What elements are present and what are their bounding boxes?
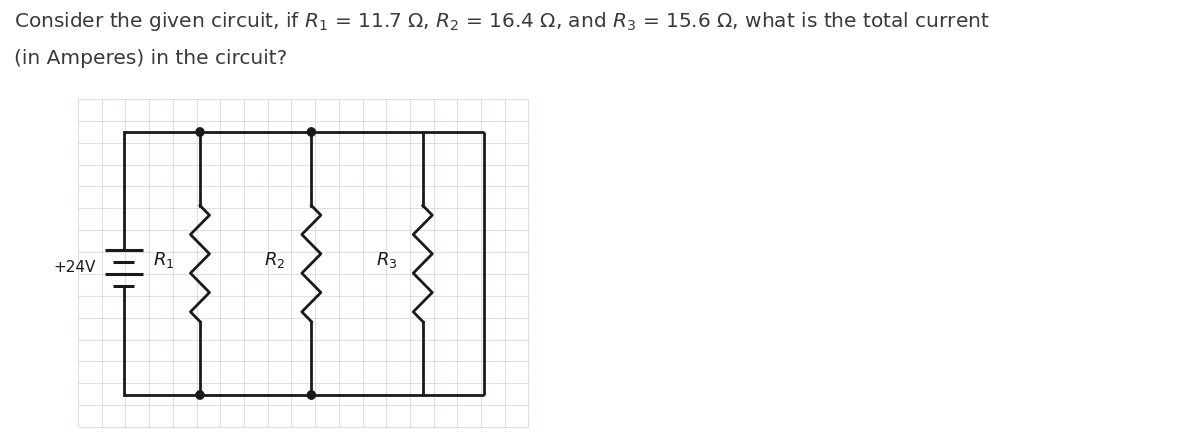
Text: $R_1$: $R_1$ (152, 250, 174, 271)
Text: Consider the given circuit, if $R_1$ = 11.7 $\Omega$, $R_2$ = 16.4 $\Omega$, and: Consider the given circuit, if $R_1$ = 1… (14, 10, 990, 33)
Circle shape (196, 128, 204, 136)
Text: (in Amperes) in the circuit?: (in Amperes) in the circuit? (14, 49, 288, 68)
Text: $R_3$: $R_3$ (376, 250, 397, 271)
Circle shape (307, 391, 316, 399)
Circle shape (307, 128, 316, 136)
Text: +24V: +24V (53, 260, 96, 275)
Text: $R_2$: $R_2$ (264, 250, 286, 271)
Circle shape (196, 391, 204, 399)
